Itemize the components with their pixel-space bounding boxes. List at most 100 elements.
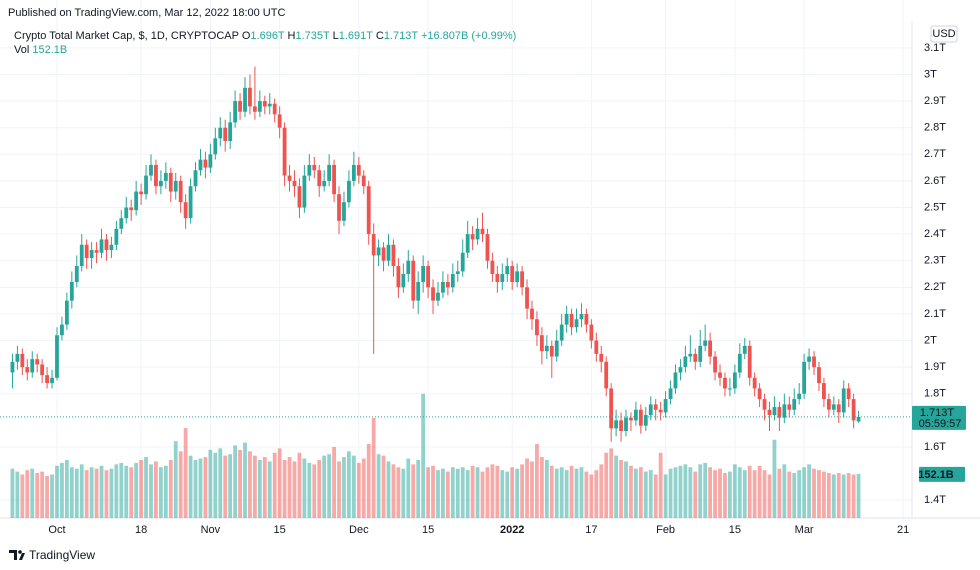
volume-bar <box>30 468 35 518</box>
currency[interactable]: USD <box>932 28 955 40</box>
volume-bar <box>327 454 332 518</box>
candle-body <box>742 345 747 354</box>
volume-bar <box>193 460 198 518</box>
currency-box[interactable] <box>930 25 958 43</box>
candle-body <box>351 164 356 181</box>
candle-body <box>89 250 94 259</box>
volume-bar <box>163 465 168 518</box>
candle-body <box>198 159 203 171</box>
volume-bar <box>307 462 312 518</box>
volume-bar <box>678 465 683 518</box>
candle-body <box>777 407 782 418</box>
y-tick-label: 2.9T <box>924 95 946 107</box>
candle-body <box>826 399 831 410</box>
last-price-label: 1.713T <box>920 407 955 419</box>
candle-body <box>822 383 826 400</box>
candle-body <box>158 180 163 187</box>
candle-body <box>688 353 693 357</box>
candle-body <box>792 399 797 410</box>
volume-bar <box>332 446 336 518</box>
logo <box>9 550 25 560</box>
volume-bar <box>89 467 94 518</box>
volume-bar <box>836 473 841 518</box>
volume-bar <box>426 467 430 518</box>
candle-body <box>287 175 292 181</box>
candle-body <box>713 356 717 373</box>
volume-bar <box>708 467 713 518</box>
volume-bar <box>312 464 317 518</box>
candle-body <box>386 244 391 261</box>
volume-bar <box>287 457 292 518</box>
volume-bar <box>544 460 549 518</box>
volume-bar <box>396 467 401 518</box>
volume-bar <box>144 457 148 518</box>
y-tick-label: 2T <box>924 334 937 346</box>
candle-body <box>228 122 233 141</box>
volume-bar <box>747 465 752 518</box>
last-volume-label: 152.1B <box>918 469 954 481</box>
countdown: 05:59:57 <box>919 418 962 430</box>
candle-body <box>129 207 134 211</box>
candle-body <box>178 180 183 203</box>
volume-bar <box>604 452 609 518</box>
volume-bar <box>104 470 109 518</box>
candle-body <box>74 266 79 283</box>
volume-bar <box>124 465 129 518</box>
volume-bar <box>559 467 564 518</box>
volume-bar <box>119 462 124 518</box>
volume-bar <box>337 461 341 518</box>
candle-body <box>569 313 574 328</box>
last-volume-box <box>919 466 965 482</box>
volume-bar <box>376 454 381 518</box>
candle-body <box>668 388 673 400</box>
candle-body <box>515 271 520 283</box>
candle-body <box>559 324 564 341</box>
candle-body <box>79 244 84 267</box>
candle-body <box>163 172 168 181</box>
volume-bar <box>50 474 54 518</box>
ohlc-value: 1.691T <box>339 30 374 42</box>
candle-body <box>55 335 59 378</box>
volume-bar <box>322 455 327 518</box>
volume-bar <box>361 458 366 518</box>
volume-bar <box>470 465 475 518</box>
ohlc-key: C <box>376 30 384 42</box>
candle-body <box>441 282 445 293</box>
candle-body <box>475 228 480 240</box>
volume-bar <box>549 465 554 518</box>
candle-body <box>223 127 228 141</box>
volume-bar <box>445 471 450 518</box>
volume-bars <box>10 393 861 518</box>
volume-bar <box>584 471 589 518</box>
x-tick-label: 17 <box>585 524 597 536</box>
candle-body <box>638 409 643 426</box>
volume-bar <box>703 462 708 518</box>
candle-body <box>767 409 772 416</box>
volume-bar <box>114 464 119 518</box>
x-tick-label: Dec <box>349 524 369 536</box>
candle-body <box>723 377 727 389</box>
volume-bar <box>69 467 74 518</box>
volume-bar <box>183 428 188 518</box>
volume-bar <box>25 470 30 518</box>
volume-bar <box>213 452 218 518</box>
volume-bar <box>411 464 416 518</box>
volume-bar <box>134 462 139 518</box>
candle-body <box>653 404 658 410</box>
candle-body <box>673 372 678 389</box>
volume-bar <box>356 462 361 518</box>
candle-body <box>817 367 821 384</box>
volume-bar <box>856 473 861 518</box>
candle-body <box>802 361 807 394</box>
volume-bar <box>653 474 658 518</box>
volume-bar <box>767 474 772 518</box>
candle-body <box>391 244 396 267</box>
volume-bar <box>683 464 688 518</box>
volume-bar <box>564 470 569 518</box>
volume-bar <box>539 457 544 518</box>
volume-bar <box>638 467 643 518</box>
candle-body <box>431 287 435 301</box>
volume-bar <box>297 452 302 518</box>
candle-body <box>450 274 455 288</box>
